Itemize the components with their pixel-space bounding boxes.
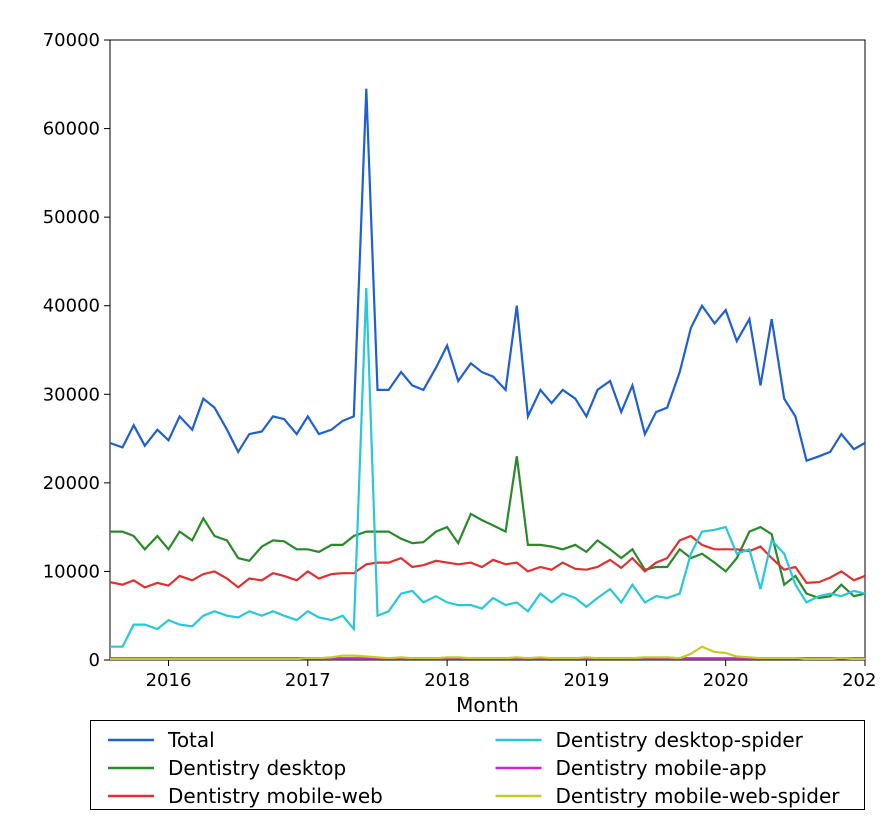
series-dentistry-desktop-spider [110,288,865,647]
series-total [110,89,865,461]
y-tick-label: 60000 [43,119,100,140]
x-axis-label: Month [456,693,519,717]
x-tick-label: 2020 [703,670,749,691]
x-tick-label: 2019 [563,670,609,691]
chart-svg: 0 10000 20000 30000 40000 50000 60000 70000 2016… [20,20,875,815]
y-tick-label: 70000 [43,30,100,51]
y-tick-label: 0 [89,650,100,671]
x-tick-label: 2017 [285,670,331,691]
legend-label: Dentistry mobile-web [168,784,383,808]
legend-label: Dentistry mobile-web-spider [556,784,841,808]
y-tick-label: 10000 [43,561,100,582]
legend-label: Dentistry desktop [168,756,346,780]
legend-label: Dentistry desktop-spider [556,728,804,752]
line-chart: 0 10000 20000 30000 40000 50000 60000 70000 2016… [20,20,875,815]
y-tick-label: 30000 [43,384,100,405]
y-tick-label: 50000 [43,207,100,228]
x-tick-label: 2016 [146,670,192,691]
y-tick-label: 20000 [43,473,100,494]
x-tick-label: 2021 [842,670,875,691]
x-tick-label: 2018 [424,670,470,691]
legend-label: Total [167,728,215,752]
legend-label: Dentistry mobile-app [556,756,767,780]
y-tick-label: 40000 [43,296,100,317]
